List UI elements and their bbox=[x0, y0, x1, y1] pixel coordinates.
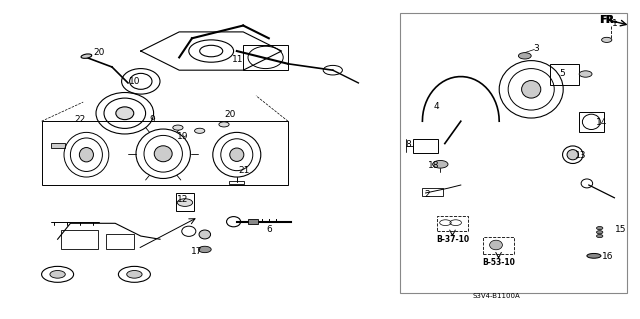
Circle shape bbox=[602, 37, 612, 42]
Ellipse shape bbox=[79, 147, 93, 162]
Text: 15: 15 bbox=[615, 225, 627, 234]
Circle shape bbox=[195, 128, 205, 133]
Ellipse shape bbox=[490, 240, 502, 250]
Bar bbox=[42, 121, 288, 185]
Ellipse shape bbox=[522, 81, 541, 98]
Text: 5: 5 bbox=[559, 69, 564, 78]
Text: 14: 14 bbox=[596, 118, 607, 127]
Circle shape bbox=[518, 53, 531, 59]
Text: 11: 11 bbox=[232, 55, 244, 63]
Text: 8: 8 bbox=[406, 140, 411, 149]
Text: 10: 10 bbox=[129, 77, 140, 86]
Bar bbox=[176, 193, 194, 211]
Circle shape bbox=[219, 122, 229, 127]
Bar bbox=[229, 181, 244, 184]
Circle shape bbox=[177, 199, 193, 206]
Bar bbox=[579, 112, 604, 132]
Text: FR.: FR. bbox=[599, 15, 617, 25]
Text: 19: 19 bbox=[177, 132, 188, 141]
Text: B-53-10: B-53-10 bbox=[482, 258, 515, 267]
Text: 2: 2 bbox=[425, 190, 430, 199]
Text: 6: 6 bbox=[266, 225, 271, 234]
Text: 17: 17 bbox=[191, 247, 203, 256]
Text: FR.: FR. bbox=[600, 15, 618, 25]
Circle shape bbox=[173, 125, 183, 130]
Ellipse shape bbox=[567, 150, 579, 160]
Text: 21: 21 bbox=[239, 166, 250, 175]
Circle shape bbox=[433, 160, 448, 168]
Text: 18: 18 bbox=[428, 161, 440, 170]
Bar bbox=[550, 64, 579, 85]
Ellipse shape bbox=[116, 107, 134, 120]
Circle shape bbox=[579, 71, 592, 77]
Bar bbox=[248, 219, 258, 224]
Ellipse shape bbox=[199, 230, 211, 239]
Text: 20: 20 bbox=[93, 48, 105, 57]
Ellipse shape bbox=[230, 148, 244, 161]
Circle shape bbox=[596, 231, 603, 234]
FancyBboxPatch shape bbox=[586, 221, 616, 242]
Bar bbox=[243, 45, 288, 70]
Text: B-37-10: B-37-10 bbox=[436, 235, 469, 244]
Ellipse shape bbox=[587, 253, 601, 258]
FancyBboxPatch shape bbox=[26, 236, 166, 278]
Bar bbox=[413, 139, 438, 153]
Circle shape bbox=[127, 271, 142, 278]
Bar bbox=[61, 230, 98, 249]
Bar bbox=[483, 237, 514, 254]
Text: 13: 13 bbox=[575, 151, 587, 160]
Ellipse shape bbox=[154, 146, 172, 162]
Bar bbox=[422, 188, 443, 196]
Ellipse shape bbox=[81, 54, 92, 58]
Text: 12: 12 bbox=[177, 195, 188, 204]
Text: 1: 1 bbox=[612, 19, 617, 28]
Text: 20: 20 bbox=[225, 110, 236, 119]
Circle shape bbox=[50, 271, 65, 278]
Text: 3: 3 bbox=[534, 44, 539, 53]
Bar bbox=[51, 143, 65, 148]
Circle shape bbox=[596, 226, 603, 230]
Circle shape bbox=[198, 246, 211, 253]
Bar bbox=[400, 13, 627, 293]
Text: 4: 4 bbox=[434, 102, 439, 111]
Polygon shape bbox=[32, 223, 160, 239]
Text: 9: 9 bbox=[150, 115, 155, 124]
Text: 22: 22 bbox=[74, 115, 86, 124]
Text: 16: 16 bbox=[602, 252, 614, 261]
Text: S3V4-B1100A: S3V4-B1100A bbox=[472, 293, 520, 299]
Bar bbox=[437, 216, 468, 231]
Circle shape bbox=[596, 234, 603, 238]
Bar bbox=[106, 234, 134, 249]
